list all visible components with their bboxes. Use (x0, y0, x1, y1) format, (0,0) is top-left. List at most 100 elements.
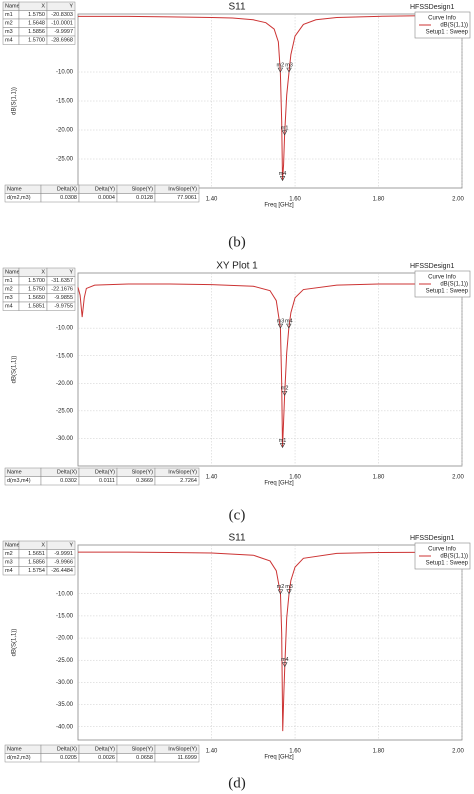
x-tick-label: 1.80 (373, 749, 385, 755)
table-value: 1.5651 (28, 551, 45, 557)
table-header: Y (69, 270, 73, 276)
marker-label: m3 (277, 319, 285, 325)
y-tick-label: -20.00 (56, 128, 74, 134)
y-tick-label: -10.00 (56, 70, 74, 76)
table-value: 1.5648 (28, 21, 45, 27)
table-header: InvSlope(Y) (168, 747, 197, 753)
table-header: Name (7, 187, 22, 193)
chart-title: S11 (228, 2, 245, 13)
table-value: m1 (5, 278, 13, 284)
table-value: 1.5754 (28, 568, 45, 574)
y-tick-label: -20.00 (56, 636, 74, 642)
y-tick-label: -10.00 (56, 591, 74, 597)
plot-area (77, 272, 463, 467)
table-header: Name (7, 470, 22, 476)
table-cell (46, 566, 76, 576)
x-tick-label: 1.40 (206, 749, 218, 755)
table-value: 1.5851 (28, 304, 45, 310)
x-axis-label: Freq [GHz] (264, 481, 294, 487)
table-value: m2 (5, 551, 13, 557)
plot-panel: -10.00 -15.00 -20.00 -25.00 1.40 1.60 1.80 2.00… (2, 2, 471, 250)
caption: (d) (228, 775, 246, 791)
legend-setup: Setup1 : Sweep (426, 30, 469, 36)
x-tick-label: 2.00 (452, 475, 464, 481)
marker-label: m1 (281, 125, 289, 131)
y-tick-label: -25.00 (56, 408, 74, 414)
plot-panel: -10.00 -15.00 -20.00 -25.00 -30.00 1.40 1.60 1.… (2, 261, 471, 523)
series-line (78, 551, 463, 732)
table-cell (46, 35, 76, 45)
y-tick-label: -20.00 (56, 381, 74, 387)
table-value: m4 (5, 38, 13, 44)
table-value: m4 (5, 568, 13, 574)
table-header: Delta(X) (57, 187, 77, 193)
table-header: Name (5, 270, 20, 276)
y-tick-label: -15.00 (56, 353, 74, 359)
table-value: 0.0026 (98, 755, 115, 761)
y-axis-label: dB(S(1,1)) (12, 87, 18, 115)
chart-title: S11 (228, 533, 245, 544)
table-header: Slope(Y) (132, 187, 154, 193)
table-value: 0.0004 (98, 195, 115, 201)
x-axis-label: Freq [GHz] (264, 203, 294, 209)
table-value: -9.9966 (54, 560, 73, 566)
table-header: Delta(X) (57, 470, 77, 476)
y-tick-label: -25.00 (56, 658, 74, 664)
legend-entry: dB(S(1,1)) (440, 23, 468, 29)
table-value: -9.9997 (54, 29, 73, 35)
marker-triangle (286, 67, 292, 73)
marker-label: m2 (277, 62, 285, 68)
table-value: 1.5650 (28, 295, 45, 301)
x-tick-label: 1.60 (289, 197, 301, 203)
table-value: m4 (5, 304, 13, 310)
marker-label: m2 (281, 386, 289, 392)
table-value: 1.5750 (28, 12, 45, 18)
table-header: InvSlope(Y) (168, 470, 197, 476)
table-value: 1.5700 (28, 38, 45, 44)
table-value: d(m2,m3) (7, 195, 31, 201)
table-value: -9.9855 (54, 295, 73, 301)
table-header: Delta(X) (57, 747, 77, 753)
table-value: 77.9061 (177, 195, 197, 201)
table-value: -31.6357 (51, 278, 73, 284)
marker-triangle (277, 589, 284, 595)
marker-label: m4 (285, 318, 293, 324)
y-tick-label: -30.00 (56, 680, 74, 686)
marker-label: m2 (277, 584, 285, 590)
table-header: X (41, 4, 45, 10)
table-value: -26.4484 (51, 568, 73, 574)
table-value: 0.0128 (136, 195, 153, 201)
table-header: Slope(Y) (132, 470, 154, 476)
table-value: -10.0001 (51, 21, 73, 27)
table-value: m2 (5, 287, 13, 293)
table-header: InvSlope(Y) (168, 187, 197, 193)
y-tick-label: -25.00 (56, 157, 74, 163)
design-name: HFSSDesign1 (410, 4, 454, 11)
plot-panel: -10.00 -15.00 -20.00 -25.00 -30.00 -35.00 -40.… (2, 533, 471, 791)
table-header: Delta(Y) (95, 470, 115, 476)
x-tick-label: 1.40 (206, 475, 218, 481)
plot-area (77, 544, 463, 741)
design-name: HFSSDesign1 (410, 263, 454, 270)
marker-triangle (277, 323, 284, 329)
table-value: -9.9755 (54, 304, 73, 310)
x-tick-label: 1.60 (289, 749, 301, 755)
y-tick-label: -30.00 (56, 436, 74, 442)
table-header: Slope(Y) (132, 747, 154, 753)
table-value: d(m3,m4) (7, 478, 31, 484)
marker-label: m3 (285, 62, 293, 68)
table-header: X (41, 543, 45, 549)
caption: (c) (229, 507, 246, 523)
table-value: d(m2,m3) (7, 755, 31, 761)
marker-label: m4 (281, 657, 289, 663)
caption: (b) (228, 234, 246, 250)
table-header: Delta(Y) (95, 747, 115, 753)
table-value: m3 (5, 29, 13, 35)
marker-triangle (282, 662, 288, 668)
x-tick-label: 2.00 (452, 197, 464, 203)
x-tick-label: 2.00 (452, 749, 464, 755)
table-value: 0.0111 (99, 478, 115, 484)
table-header: Y (69, 543, 73, 549)
table-value: -28.6968 (51, 38, 73, 44)
